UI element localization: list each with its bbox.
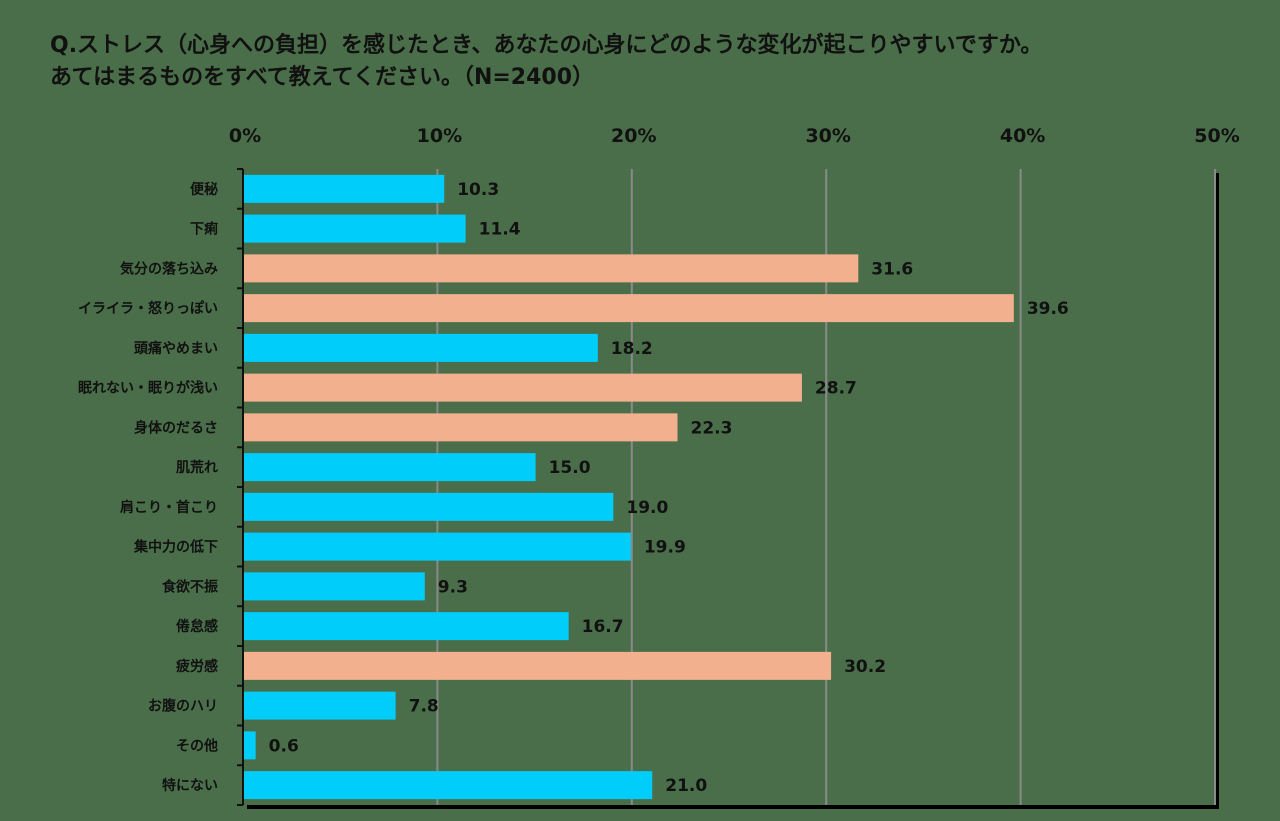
category-label-7: 肌荒れ — [176, 459, 218, 476]
bar-6 — [244, 413, 678, 442]
data-label-6: 22.3 — [691, 418, 733, 438]
category-label-4: 頭痛やめまい — [134, 340, 218, 357]
bar-9 — [244, 532, 631, 561]
category-label-6: 身体のだるさ — [134, 419, 218, 436]
x-tick-label-30: 30% — [805, 125, 850, 147]
bar-1 — [244, 214, 466, 243]
bar-15 — [244, 771, 653, 800]
x-tick-label-20: 20% — [611, 125, 656, 147]
data-label-7: 15.0 — [549, 458, 591, 478]
data-label-1: 11.4 — [479, 220, 521, 240]
category-label-9: 集中力の低下 — [133, 539, 218, 556]
x-tick-label-50: 50% — [1194, 125, 1239, 147]
category-label-14: その他 — [176, 737, 218, 754]
data-label-15: 21.0 — [665, 776, 707, 796]
data-label-10: 9.3 — [438, 577, 468, 597]
bar-13 — [244, 691, 396, 720]
category-label-13: お腹のハリ — [148, 698, 218, 715]
category-label-15: 特にない — [162, 777, 218, 794]
x-tick-label-0: 0% — [229, 125, 261, 147]
bar-14 — [244, 731, 256, 760]
data-label-14: 0.6 — [269, 736, 299, 756]
chart-title: Q.ストレス（心身への負担）を感じたとき、あなたの心身にどのような変化が起こりや… — [50, 30, 1042, 94]
data-label-0: 10.3 — [457, 180, 499, 200]
bar-7 — [244, 453, 536, 482]
category-label-0: 便秘 — [190, 181, 218, 198]
data-label-2: 31.6 — [871, 259, 913, 279]
data-label-3: 39.6 — [1027, 299, 1069, 319]
x-tick-label-10: 10% — [417, 125, 462, 147]
bar-10 — [244, 572, 425, 601]
data-label-12: 30.2 — [844, 657, 886, 677]
data-label-13: 7.8 — [409, 697, 439, 717]
category-label-8: 肩こり・首こり — [120, 499, 218, 516]
bar-5 — [244, 373, 802, 402]
category-label-5: 眠れない・眠りが浅い — [78, 380, 218, 397]
x-tick-label-40: 40% — [1000, 125, 1045, 147]
category-label-2: 気分の落ち込み — [120, 260, 218, 277]
chart-title-line-1: Q.ストレス（心身への負担）を感じたとき、あなたの心身にどのような変化が起こりや… — [50, 33, 1043, 58]
bar-11 — [244, 612, 569, 641]
data-label-5: 28.7 — [815, 379, 857, 399]
category-label-1: 下痢 — [190, 221, 218, 238]
data-label-8: 19.0 — [626, 498, 668, 518]
data-label-11: 16.7 — [582, 617, 624, 637]
chart-title-line-2: あてはまるものをすべて教えてください。（N=2400） — [50, 65, 595, 90]
bar-0 — [244, 174, 445, 203]
category-label-12: 疲労感 — [176, 658, 218, 675]
bar-8 — [244, 492, 614, 521]
bar-3 — [244, 294, 1014, 323]
bar-4 — [244, 333, 598, 362]
category-label-10: 食欲不振 — [162, 578, 218, 595]
category-label-11: 倦怠感 — [176, 618, 218, 635]
data-label-4: 18.2 — [611, 339, 653, 359]
category-label-3: イライラ・怒りっぽい — [78, 300, 218, 317]
bar-2 — [244, 254, 859, 283]
data-label-9: 19.9 — [644, 538, 686, 558]
bar-12 — [244, 651, 832, 680]
